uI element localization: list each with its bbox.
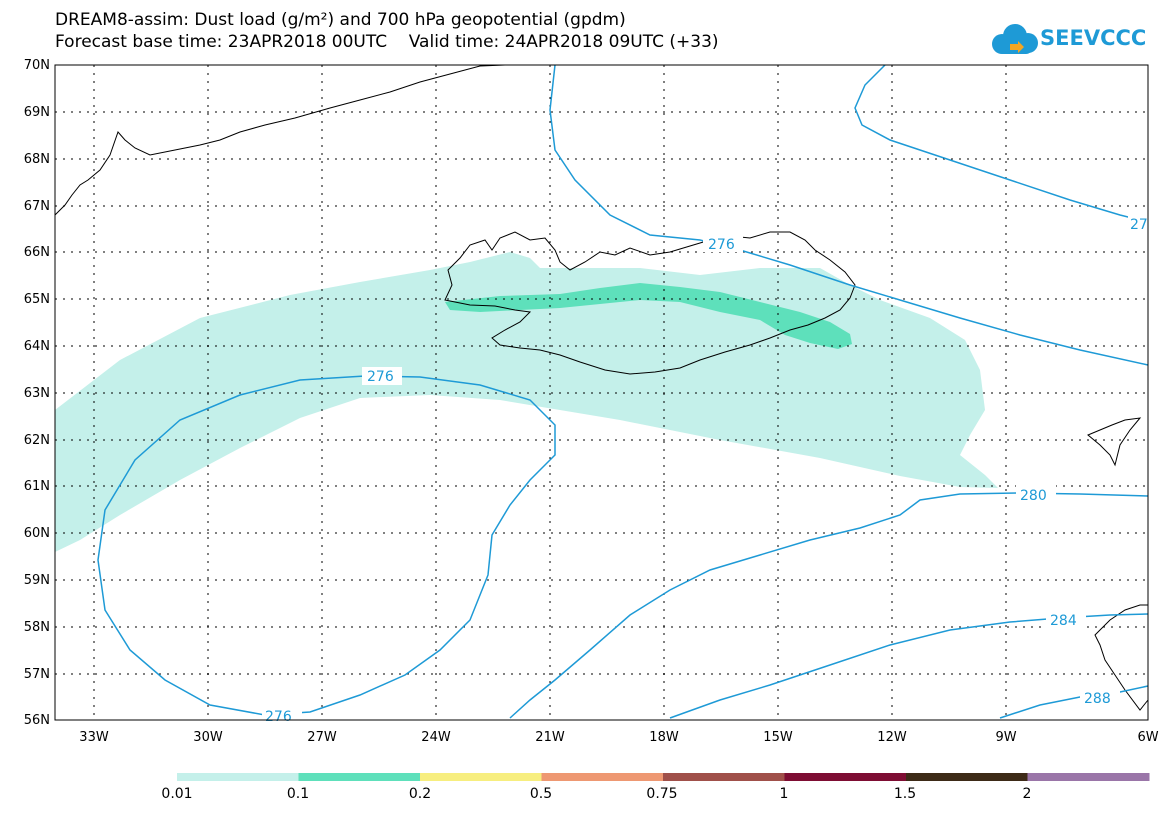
- colorbar-segment: [177, 773, 299, 781]
- lon-label: 9W: [995, 730, 1016, 745]
- coastline-faroe: [1087, 417, 1142, 467]
- contour-label-bg: [1080, 688, 1120, 706]
- lat-label: 65N: [24, 292, 50, 307]
- map-title: DREAM8-assim: Dust load (g/m²) and 700 h…: [55, 10, 626, 30]
- contour-label-284: 284: [1050, 613, 1077, 629]
- lat-label: 58N: [24, 620, 50, 635]
- lon-label: 18W: [649, 730, 679, 745]
- colorbar-segment: [298, 773, 421, 781]
- lat-label: 68N: [24, 152, 50, 167]
- lon-label: 33W: [79, 730, 109, 745]
- dust-area-low: [55, 252, 998, 552]
- lat-label: 69N: [24, 105, 50, 120]
- coastline-iceland: [444, 231, 856, 375]
- contour-label-bg: [1016, 485, 1056, 503]
- lat-label: 64N: [24, 339, 50, 354]
- contour-label-280: 280: [1020, 488, 1047, 504]
- dust-area-medium: [445, 283, 852, 349]
- contour-label-276-b: 276: [265, 709, 292, 725]
- lon-label: 15W: [763, 730, 793, 745]
- coastline-greenland: [54, 64, 506, 216]
- colorbar-label: 0.2: [408, 786, 432, 802]
- lat-label: 63N: [24, 386, 50, 401]
- lon-label: 21W: [535, 730, 565, 745]
- lat-label: 67N: [24, 199, 50, 214]
- contour-label-288: 288: [1084, 691, 1111, 707]
- colorbar-label: 1: [779, 786, 789, 802]
- contour-label-bg: [703, 234, 743, 252]
- map-frame: [54, 64, 1149, 721]
- colorbar-label: 0.01: [161, 786, 193, 802]
- lon-label: 6W: [1137, 730, 1158, 745]
- colorbar-label: 0.1: [286, 786, 310, 802]
- coastline-scotland: [1094, 604, 1149, 711]
- lat-label: 57N: [24, 667, 50, 682]
- lat-label: 70N: [24, 58, 50, 73]
- lat-label: 59N: [24, 573, 50, 588]
- lon-label: 30W: [193, 730, 223, 745]
- contour-label-27: 27: [1130, 217, 1148, 233]
- colorbar-segment: [1027, 773, 1150, 781]
- colorbar-segment: [541, 773, 664, 781]
- lon-label: 27W: [307, 730, 337, 745]
- lat-label: 60N: [24, 526, 50, 541]
- colorbar-label: 2: [1022, 786, 1032, 802]
- contour-label-bg: [1128, 214, 1150, 232]
- contour-label-bg: [362, 367, 402, 385]
- map-subtitle: Forecast base time: 23APR2018 00UTC Vali…: [55, 32, 719, 52]
- lon-label: 12W: [877, 730, 907, 745]
- lat-label: 61N: [24, 479, 50, 494]
- contour-272: [854, 64, 1149, 223]
- map-grid: [55, 65, 1148, 720]
- colorbar-label: 1.5: [893, 786, 917, 802]
- colorbar-label: 0.5: [529, 786, 553, 802]
- contour-276-low: [97, 375, 556, 716]
- lon-label: 24W: [421, 730, 451, 745]
- colorbar-segment: [663, 773, 785, 781]
- contour-284: [669, 613, 1149, 719]
- colorbar-label: 0.75: [646, 786, 678, 802]
- cloud-icon: [992, 24, 1038, 54]
- lat-label: 56N: [24, 713, 50, 728]
- logo-text: SEEVCCC: [1040, 26, 1147, 50]
- contour-label-bg: [1046, 610, 1086, 628]
- colorbar-segment: [906, 773, 1028, 781]
- lat-label: 62N: [24, 433, 50, 448]
- coastlines: [54, 64, 1149, 711]
- colorbar: [177, 773, 1150, 781]
- colorbar-segment: [420, 773, 542, 781]
- contour-label-276-a: 276: [367, 369, 394, 385]
- contour-288: [999, 685, 1149, 719]
- contour-280: [509, 492, 1149, 719]
- lat-label: 66N: [24, 245, 50, 260]
- colorbar-segment: [784, 773, 907, 781]
- contour-label-276-c: 276: [708, 237, 735, 253]
